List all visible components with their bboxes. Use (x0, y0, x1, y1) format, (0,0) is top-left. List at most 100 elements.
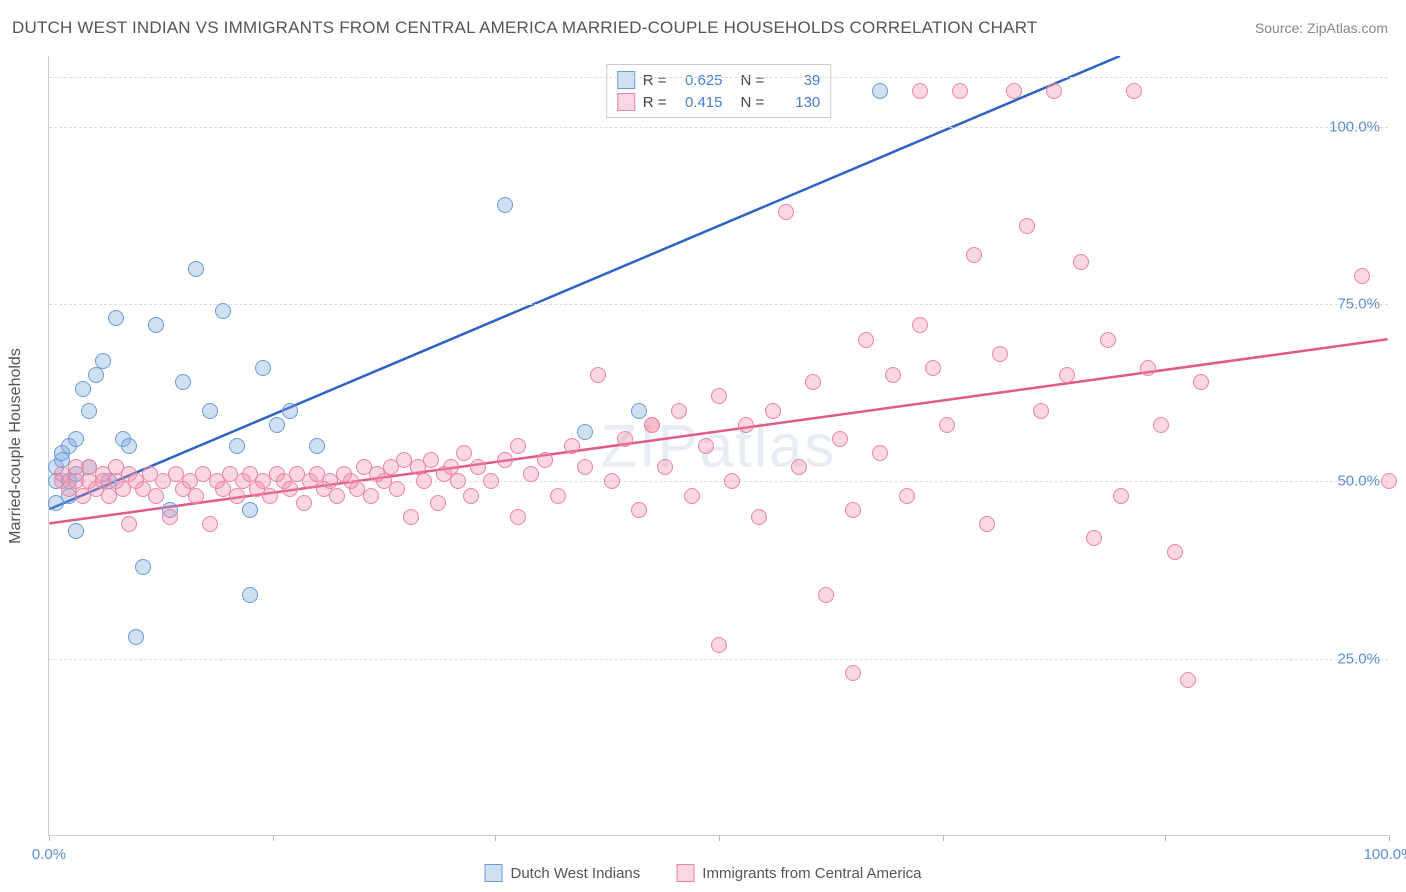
scatter-point (899, 488, 915, 504)
scatter-point (564, 438, 580, 454)
trend-line (49, 56, 1120, 509)
scatter-point (81, 403, 97, 419)
scatter-point (262, 488, 278, 504)
scatter-point (162, 509, 178, 525)
scatter-point (450, 473, 466, 489)
scatter-point (791, 459, 807, 475)
scatter-point (497, 452, 513, 468)
scatter-point (644, 417, 660, 433)
scatter-point (1140, 360, 1156, 376)
scatter-point (724, 473, 740, 489)
scatter-point (88, 367, 104, 383)
scatter-point (68, 431, 84, 447)
scatter-point (510, 438, 526, 454)
legend-n-value: 39 (772, 72, 820, 89)
scatter-point (1354, 268, 1370, 284)
scatter-point (1059, 367, 1075, 383)
x-tick (1165, 835, 1166, 841)
y-axis-label: Married-couple Households (7, 348, 25, 544)
scatter-point (121, 438, 137, 454)
x-tick (1389, 835, 1390, 841)
scatter-point (188, 488, 204, 504)
scatter-point (1193, 374, 1209, 390)
y-tick-label: 50.0% (1337, 473, 1380, 490)
scatter-point (979, 516, 995, 532)
scatter-point (711, 637, 727, 653)
y-tick-label: 75.0% (1337, 296, 1380, 313)
scatter-point (75, 381, 91, 397)
scatter-point (1167, 544, 1183, 560)
scatter-point (456, 445, 472, 461)
scatter-point (845, 665, 861, 681)
legend-n-label: N = (741, 72, 765, 89)
legend-r-value: 0.625 (675, 72, 723, 89)
x-tick (273, 835, 274, 841)
scatter-point (1153, 417, 1169, 433)
scatter-point (992, 346, 1008, 362)
legend-r-label: R = (643, 94, 667, 111)
scatter-point (423, 452, 439, 468)
legend-n-value: 130 (772, 94, 820, 111)
y-tick-label: 100.0% (1329, 118, 1380, 135)
scatter-point (68, 523, 84, 539)
scatter-point (269, 417, 285, 433)
scatter-point (1086, 530, 1102, 546)
scatter-point (242, 502, 258, 518)
x-tick (495, 835, 496, 841)
scatter-point (175, 374, 191, 390)
scatter-point (242, 587, 258, 603)
legend-swatch (617, 93, 635, 111)
scatter-point (523, 466, 539, 482)
scatter-point (1019, 218, 1035, 234)
scatter-point (858, 332, 874, 348)
x-tick-label: 0.0% (32, 846, 66, 863)
scatter-point (751, 509, 767, 525)
grid-line (49, 127, 1388, 128)
scatter-point (1046, 83, 1062, 99)
scatter-point (912, 83, 928, 99)
bottom-legend-label: Dutch West Indians (510, 865, 640, 882)
source-label: Source: ZipAtlas.com (1255, 20, 1388, 36)
legend-r-label: R = (643, 72, 667, 89)
scatter-point (282, 403, 298, 419)
scatter-point (698, 438, 714, 454)
scatter-point (389, 481, 405, 497)
correlation-legend: R = 0.625 N = 39 R = 0.415 N = 130 (606, 64, 832, 118)
y-tick-label: 25.0% (1337, 650, 1380, 667)
trend-lines-layer (49, 56, 1388, 835)
scatter-point (952, 83, 968, 99)
scatter-point (966, 247, 982, 263)
x-tick (49, 835, 50, 841)
scatter-point (1381, 473, 1397, 489)
scatter-point (671, 403, 687, 419)
scatter-point (470, 459, 486, 475)
legend-swatch (617, 71, 635, 89)
scatter-point (885, 367, 901, 383)
scatter-point (778, 204, 794, 220)
scatter-point (497, 197, 513, 213)
legend-n-label: N = (741, 94, 765, 111)
scatter-point (329, 488, 345, 504)
scatter-point (148, 317, 164, 333)
scatter-point (684, 488, 700, 504)
scatter-point (577, 459, 593, 475)
scatter-point (403, 509, 419, 525)
scatter-point (430, 495, 446, 511)
scatter-point (738, 417, 754, 433)
legend-r-value: 0.415 (675, 94, 723, 111)
scatter-point (108, 310, 124, 326)
legend-swatch (676, 864, 694, 882)
scatter-point (148, 488, 164, 504)
x-tick (943, 835, 944, 841)
plot-area: ZIPatlas R =0.625N =39R =0.415N =130 25.… (48, 56, 1388, 836)
scatter-point (577, 424, 593, 440)
scatter-point (939, 417, 955, 433)
scatter-point (1033, 403, 1049, 419)
scatter-point (215, 303, 231, 319)
scatter-point (765, 403, 781, 419)
scatter-point (255, 360, 271, 376)
grid-line (49, 77, 1388, 78)
grid-line (49, 304, 1388, 305)
scatter-point (121, 516, 137, 532)
scatter-point (590, 367, 606, 383)
